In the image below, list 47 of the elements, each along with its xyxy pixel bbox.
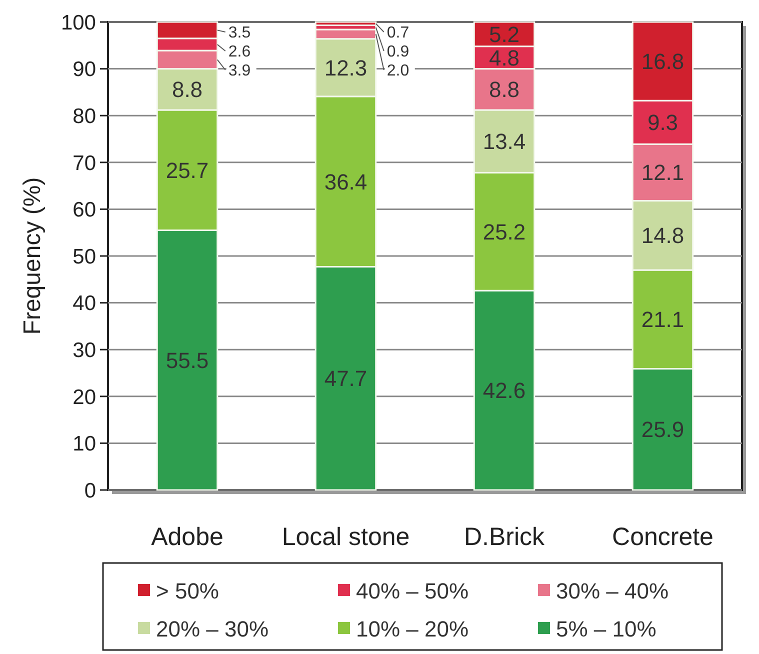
y-tick-label: 20 [72, 386, 96, 409]
data-label: 3.9 [228, 62, 251, 80]
data-label: 8.8 [172, 77, 203, 102]
data-label: 14.8 [641, 223, 684, 248]
data-label: 47.7 [324, 366, 368, 392]
data-label: 21.1 [641, 307, 684, 332]
data-label: 9.3 [647, 110, 678, 136]
data-label: 12.1 [641, 160, 684, 186]
bar [314, 21, 377, 26]
y-tick-label: 40 [72, 292, 96, 316]
y-tick-label: 50 [72, 245, 96, 268]
y-tick-label: 60 [72, 198, 96, 222]
x-tick-label: Concrete [612, 523, 714, 551]
y-tick-label: 10 [72, 432, 96, 456]
data-label: 0.7 [386, 24, 410, 42]
data-label: 13.4 [482, 129, 526, 154]
data-label: 8.8 [488, 77, 520, 102]
legend-label: 30% – 40% [556, 578, 669, 604]
data-label: 16.8 [641, 49, 684, 74]
data-label: 25.7 [166, 158, 209, 183]
data-label: 3.5 [228, 24, 251, 42]
y-tick-label: 100 [60, 11, 96, 34]
y-axis-title: Frequency (%) [19, 177, 46, 335]
y-tick-label: 30 [72, 338, 96, 362]
data-label: 25.9 [641, 417, 684, 442]
data-label: 2.6 [228, 44, 251, 61]
legend-label: 20% – 30% [156, 616, 269, 642]
x-tick-label: D.Brick [464, 523, 546, 551]
legend-label: 10% – 20% [356, 616, 469, 642]
data-label: 42.6 [482, 378, 526, 404]
data-label: 55.5 [166, 348, 209, 373]
data-label: 4.8 [488, 45, 520, 70]
x-tick-label: Local stone [282, 523, 410, 551]
y-tick-label: 80 [72, 104, 96, 128]
data-label: 0.9 [386, 44, 410, 61]
data-label: 2.0 [386, 62, 410, 80]
data-label: 5.2 [488, 22, 520, 47]
y-tick-label: 0 [84, 479, 96, 502]
x-tick-label: Adobe [151, 523, 224, 551]
legend-label: 5% – 10% [556, 616, 656, 642]
y-tick-label: 90 [72, 58, 96, 82]
data-label: 36.4 [324, 169, 368, 194]
legend-label: 40% – 50% [356, 578, 469, 604]
data-label: 12.3 [324, 55, 368, 80]
legend-label: > 50% [156, 578, 219, 604]
data-label: 25.2 [482, 219, 526, 244]
y-tick-label: 70 [72, 152, 96, 175]
